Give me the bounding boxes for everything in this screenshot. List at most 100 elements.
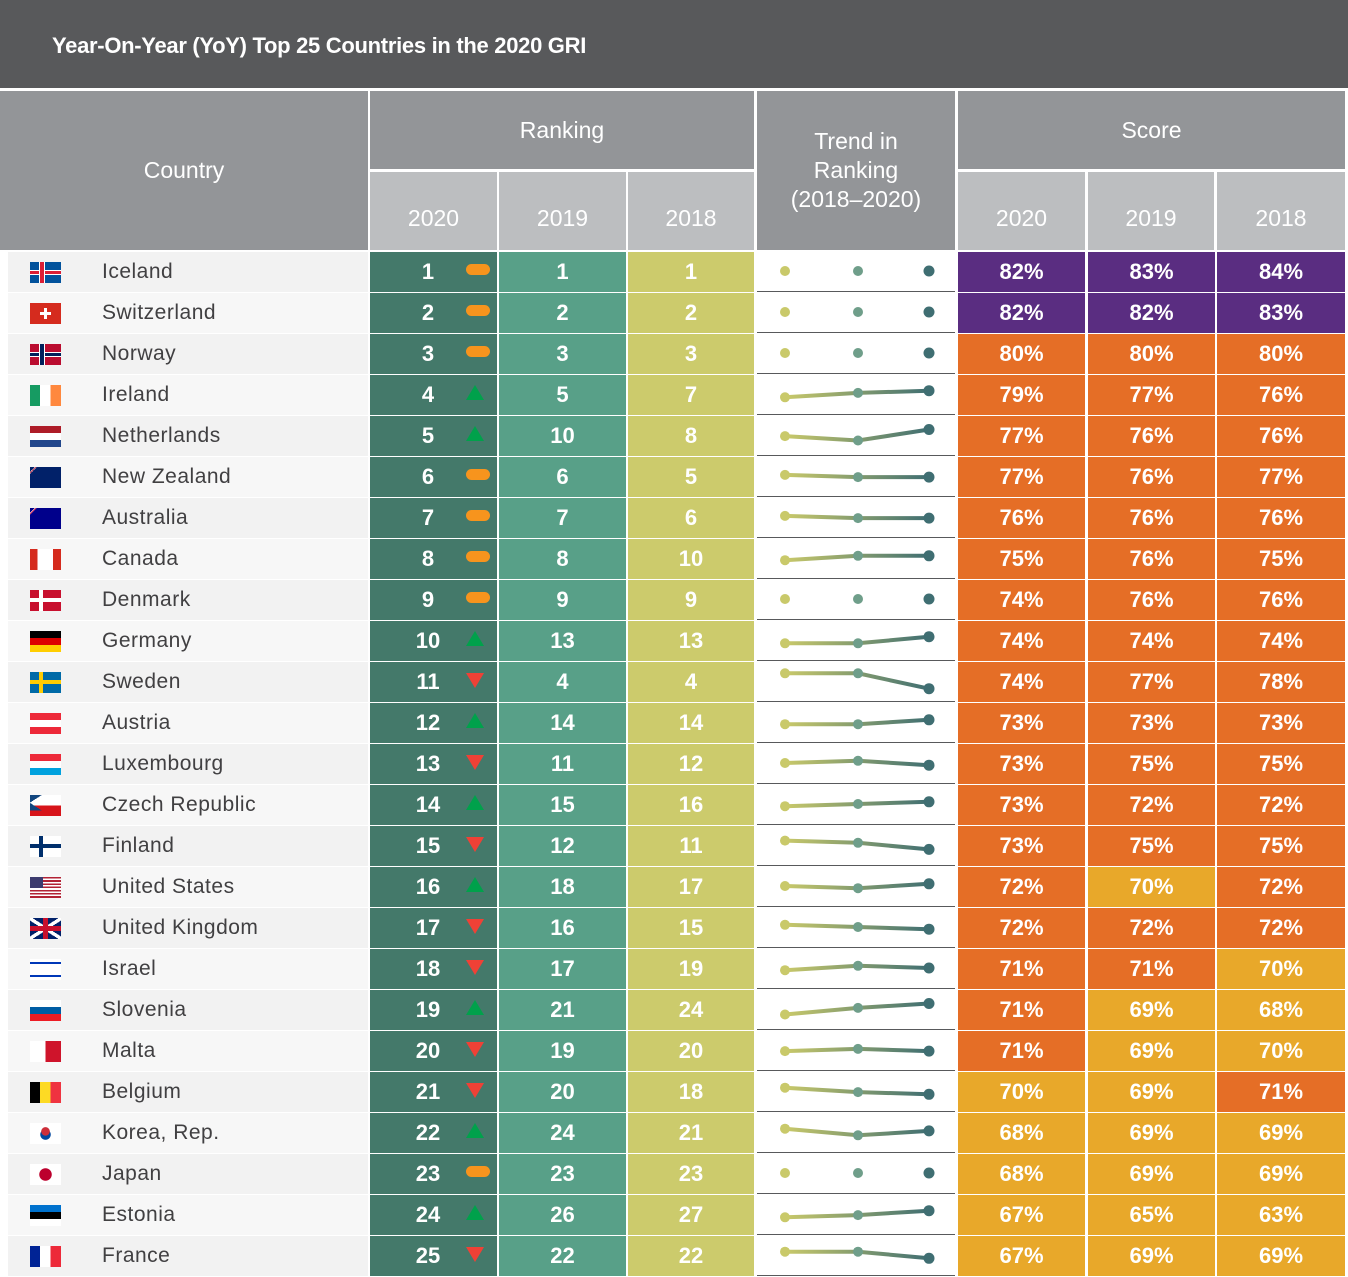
trend-same-icon — [466, 264, 490, 275]
sparkline-point-2020 — [923, 593, 935, 604]
trend-same-icon — [466, 305, 490, 316]
table-row: Germany 10 13 13 74% 74% 74% — [0, 621, 1348, 662]
rank-2018-cell: 3 — [628, 334, 754, 374]
sparkline — [780, 919, 935, 935]
rank-2019-cell: 14 — [499, 703, 626, 743]
score-2019-cell: 80% — [1088, 334, 1215, 374]
sparkline-point-2018 — [780, 637, 790, 648]
rank-2018-cell: 18 — [628, 1072, 754, 1112]
score-2020-cell: 77% — [958, 457, 1085, 497]
trend-up-icon — [466, 1205, 484, 1220]
rank-2020: 15 — [415, 833, 441, 858]
flag-luxembourg-icon — [30, 754, 61, 775]
sparkline — [780, 1123, 935, 1140]
score-2019-cell: 82% — [1088, 293, 1215, 333]
sparkline-point-2018 — [780, 469, 790, 480]
score-2019-cell: 75% — [1088, 826, 1215, 866]
rank-2020: 10 — [415, 628, 441, 653]
table-row: Austria 12 14 14 73% 73% 73% — [0, 703, 1348, 744]
score-2018-cell: 76% — [1217, 580, 1345, 620]
sparkline — [780, 347, 935, 358]
sparkline-point-2018 — [780, 1045, 790, 1056]
sparkline — [780, 265, 935, 276]
rank-2018-cell: 27 — [628, 1195, 754, 1235]
rank-2020-cell: 13 — [370, 744, 497, 784]
table-row: Switzerland 2 2 2 82% 82% 83% — [0, 293, 1348, 334]
table-row: Malta 20 19 20 71% 69% 70% — [0, 1031, 1348, 1072]
score-2020-cell: 72% — [958, 908, 1085, 948]
country-name: Finland — [102, 834, 175, 857]
sparkline-point-2020 — [923, 795, 935, 807]
country-cell: Germany — [8, 621, 368, 661]
trend-sparkline — [757, 744, 955, 784]
sparkline-point-2018 — [780, 391, 790, 402]
sparkline — [780, 877, 935, 893]
header-score-2018: 2018 — [1217, 172, 1345, 250]
score-2019-cell: 72% — [1088, 908, 1215, 948]
country-cell: Korea, Rep. — [8, 1113, 368, 1153]
flag-switzerland-icon — [30, 303, 61, 324]
country-name: Slovenia — [102, 998, 187, 1021]
sparkline-point-2020 — [923, 512, 935, 524]
table-row: Norway 3 3 3 80% 80% 80% — [0, 334, 1348, 375]
score-2019-cell: 65% — [1088, 1195, 1215, 1235]
sparkline-point-2018 — [780, 347, 790, 358]
score-2019-cell: 75% — [1088, 744, 1215, 784]
trend-sparkline — [757, 539, 955, 579]
sparkline-point-2020 — [923, 1045, 935, 1057]
trend-down-icon — [466, 837, 484, 852]
sparkline — [780, 1167, 935, 1178]
rank-2018-cell: 11 — [628, 826, 754, 866]
sparkline — [780, 997, 935, 1019]
rank-2019-cell: 20 — [499, 1072, 626, 1112]
country-cell: United States — [8, 867, 368, 907]
trend-same-icon — [466, 510, 490, 521]
trend-up-icon — [466, 385, 484, 400]
rank-2019-cell: 22 — [499, 1236, 626, 1276]
sparkline-point-2018 — [780, 1082, 790, 1093]
table-row: France 25 22 22 67% 69% 69% — [0, 1236, 1348, 1277]
sparkline — [780, 306, 935, 317]
trend-up-icon — [466, 631, 484, 646]
rank-2019-cell: 24 — [499, 1113, 626, 1153]
country-name: Belgium — [102, 1080, 182, 1103]
trend-sparkline — [757, 1072, 955, 1112]
score-2019-cell: 76% — [1088, 498, 1215, 538]
country-cell: Sweden — [8, 662, 368, 702]
rank-2018-cell: 10 — [628, 539, 754, 579]
rank-2020-cell: 2 — [370, 293, 497, 333]
sparkline-point-2020 — [923, 713, 935, 725]
sparkline-point-2019 — [853, 718, 863, 729]
rank-2019-cell: 23 — [499, 1154, 626, 1194]
country-cell: Austria — [8, 703, 368, 743]
trend-sparkline — [757, 375, 955, 415]
rank-2018-cell: 2 — [628, 293, 754, 333]
score-2018-cell: 71% — [1217, 1072, 1345, 1112]
rank-2020: 11 — [416, 669, 440, 694]
score-2020-cell: 76% — [958, 498, 1085, 538]
trend-up-icon — [466, 426, 484, 441]
country-cell: Denmark — [8, 580, 368, 620]
country-name: Israel — [102, 957, 157, 980]
country-name: Norway — [102, 342, 177, 365]
table-row: Netherlands 5 10 8 77% 76% 76% — [0, 416, 1348, 457]
rank-2018-cell: 1 — [628, 252, 754, 292]
country-cell: Malta — [8, 1031, 368, 1071]
score-2019-cell: 77% — [1088, 662, 1215, 702]
sparkline-point-2020 — [923, 1204, 935, 1216]
sparkline-point-2019 — [853, 1246, 863, 1257]
score-2018-cell: 63% — [1217, 1195, 1345, 1235]
table-row: New Zealand 6 6 5 77% 76% 77% — [0, 457, 1348, 498]
rank-2020: 7 — [421, 505, 435, 530]
sparkline-point-2018 — [780, 964, 790, 975]
score-2020-cell: 71% — [958, 990, 1085, 1030]
score-2018-cell: 77% — [1217, 457, 1345, 497]
sparkline — [780, 1043, 935, 1057]
score-2019-cell: 77% — [1088, 375, 1215, 415]
sparkline-point-2020 — [923, 306, 935, 317]
sparkline-point-2019 — [853, 1086, 863, 1097]
rank-2020-cell: 23 — [370, 1154, 497, 1194]
sparkline-point-2018 — [780, 265, 790, 276]
table-row: Japan 23 23 23 68% 69% 69% — [0, 1154, 1348, 1195]
sparkline-point-2020 — [923, 384, 935, 396]
